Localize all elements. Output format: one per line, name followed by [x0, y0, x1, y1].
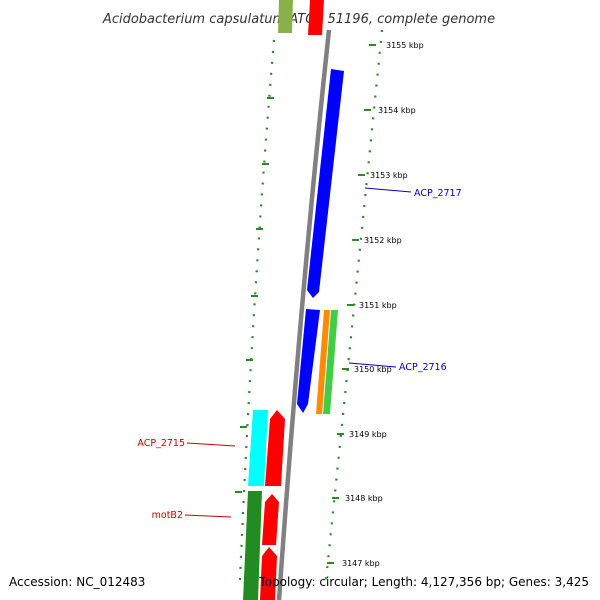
tick-label: 3155 kbp	[386, 41, 424, 50]
feature-arrow-red	[308, 0, 324, 35]
outer-ring-ticks	[327, 44, 376, 564]
label-leader-line	[184, 514, 232, 518]
feature-arrow-red	[262, 494, 279, 545]
gene-label-acp-2716[interactable]: ACP_2716	[399, 362, 447, 373]
tick-label: 3149 kbp	[349, 430, 387, 439]
feature-arrow-red	[260, 547, 277, 600]
gene-label-motb2[interactable]: motB2	[152, 510, 183, 521]
gene-label-acp-2715[interactable]: ACP_2715	[137, 438, 185, 449]
inner-ring-dotted-line	[238, 39, 276, 581]
tick-label: 3153 kbp	[370, 171, 408, 180]
label-leader-line	[186, 442, 236, 447]
feature-arrow-motb2	[243, 491, 262, 600]
genome-backbone	[276, 29, 332, 600]
map-title: Acidobacterium capsulatum ATCC 51196, co…	[102, 12, 495, 27]
feature-arrow-orange	[316, 310, 330, 414]
tick-label: 3147 kbp	[342, 559, 380, 568]
tick-label: 3148 kbp	[345, 494, 383, 503]
tick-label: 3154 kbp	[378, 106, 416, 115]
accession-text: Accession: NC_012483	[9, 575, 145, 589]
feature-arrow-red	[265, 410, 285, 486]
feature-arrow-green	[323, 310, 338, 414]
inner-ring-ticks	[235, 97, 274, 493]
label-leader-line	[348, 362, 397, 368]
feature-arrow-acp-2715	[248, 410, 268, 486]
topology-text: Topology: circular; Length: 4,127,356 bp…	[258, 575, 589, 589]
feature-arrow-olive	[278, 0, 293, 33]
feature-arrow-acp-2716	[297, 309, 320, 413]
tick-label: 3151 kbp	[359, 301, 397, 310]
label-leader-line	[364, 187, 412, 193]
feature-arrow-acp-2717	[307, 69, 344, 298]
tick-label: 3150 kbp	[354, 365, 392, 374]
tick-label: 3152 kbp	[364, 236, 402, 245]
gene-label-acp-2717[interactable]: ACP_2717	[414, 188, 462, 199]
